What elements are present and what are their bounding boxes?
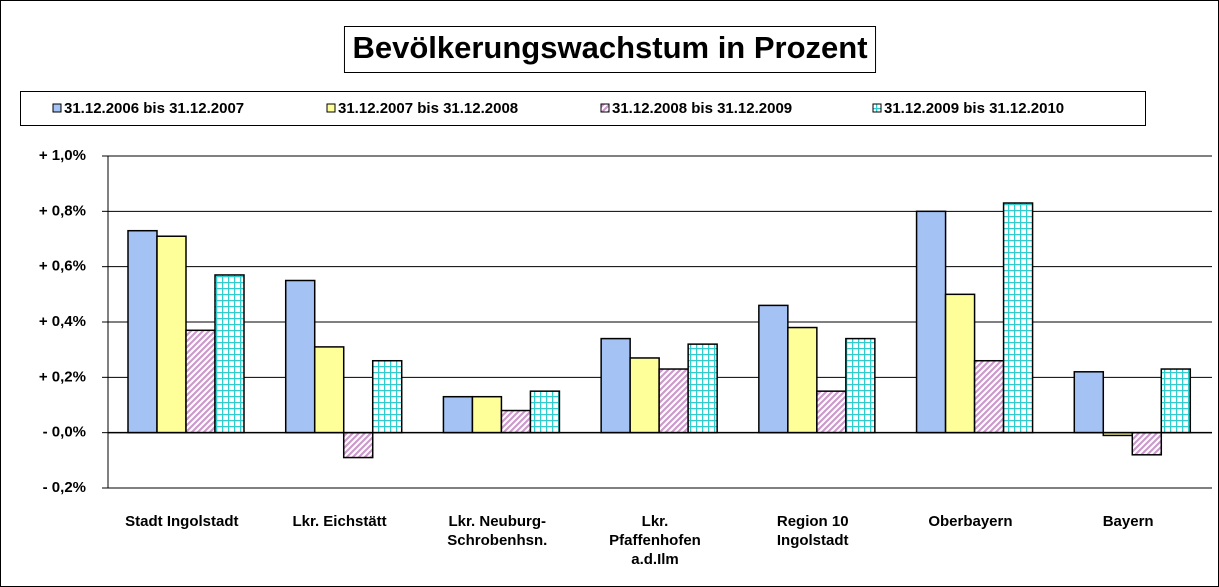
bar [313,346,345,434]
y-tick-label: + 0,2% [39,368,86,385]
x-tick-label: Lkr. Pfaffenhofen a.d.Ilm [609,513,701,568]
bar [1073,371,1105,434]
legend-swatch [52,103,62,113]
bar [500,409,532,434]
legend-swatch [326,103,336,113]
bar [156,235,187,434]
bar [471,395,503,434]
x-tick-label: Region 10 Ingolstadt [776,513,849,549]
bar [127,229,158,434]
bar [758,304,789,434]
y-tick-label: + 0,4% [39,313,86,330]
legend-box [20,91,1146,126]
legend-label: 31.12.2006 bis 31.12.2007 [64,100,244,117]
bar [915,210,947,434]
bar [658,368,689,434]
bar [687,343,718,434]
bar [1131,431,1163,456]
bar [600,337,631,434]
y-tick-label: - 0,0% [43,424,86,441]
y-tick-label: + 0,8% [39,202,86,219]
bar [214,274,245,434]
bar [816,390,847,434]
bar [787,326,818,434]
bar [1160,368,1192,434]
legend-label: 31.12.2007 bis 31.12.2008 [338,100,518,117]
x-tick-label: Lkr. Neuburg- Schrobenhsn. [447,513,548,549]
x-tick-label: Stadt Ingolstadt [125,513,239,530]
chart-title: Bevölkerungswachstum in Prozent [352,30,867,65]
bar [342,431,374,459]
y-tick-label: + 0,6% [39,258,86,275]
bar [371,359,403,434]
y-tick-label: + 1,0% [39,147,86,164]
x-tick-label: Bayern [1102,513,1154,530]
bar [284,279,316,434]
x-tick-label: Lkr. Eichstätt [292,513,387,530]
bar [185,329,216,434]
legend-label: 31.12.2009 bis 31.12.2010 [884,100,1064,117]
y-tick-label: - 0,2% [43,479,86,496]
legend-label: 31.12.2008 bis 31.12.2009 [612,100,792,117]
bar [529,390,561,434]
title-box [343,26,877,73]
legend-swatch [600,103,610,113]
legend-swatch [872,103,882,113]
bar [973,359,1005,434]
bar [1002,202,1034,434]
bar [442,395,474,434]
bar [944,293,976,434]
bar [629,357,660,434]
bar [845,337,876,434]
x-tick-label: Oberbayern [928,513,1013,530]
